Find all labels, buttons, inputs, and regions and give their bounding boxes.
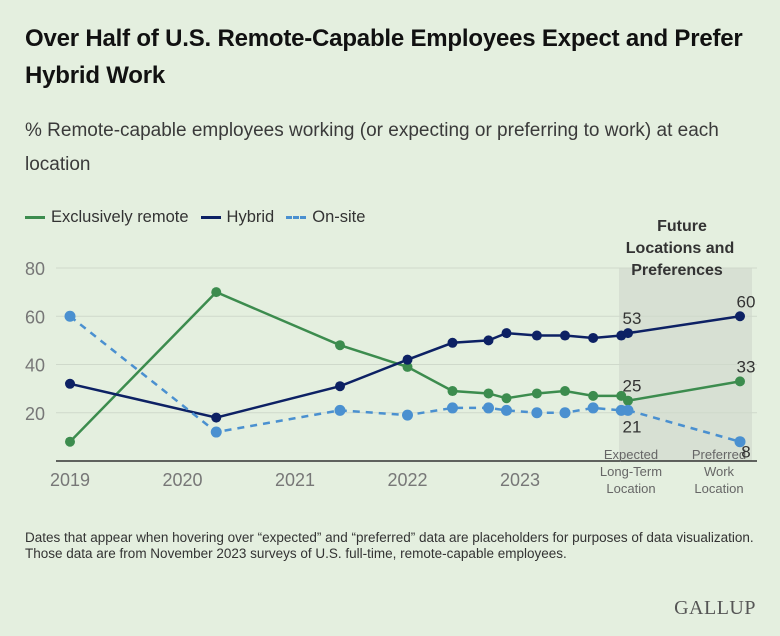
- data-point-hybrid[interactable]: [588, 332, 599, 343]
- future-category-label: Preferred: [692, 447, 746, 462]
- legend-swatch-hybrid: [200, 216, 221, 219]
- data-label-exclusively-remote: 33: [737, 357, 756, 376]
- data-point-hybrid[interactable]: [560, 330, 570, 341]
- data-point-on-site[interactable]: [531, 407, 543, 419]
- data-point-exclusively-remote[interactable]: [501, 393, 512, 404]
- data-point-hybrid[interactable]: [447, 337, 458, 348]
- data-point-hybrid[interactable]: [735, 311, 745, 322]
- data-point-exclusively-remote[interactable]: [588, 390, 599, 401]
- data-point-exclusively-remote[interactable]: [735, 376, 745, 387]
- data-label-hybrid: 60: [737, 292, 756, 311]
- data-point-exclusively-remote[interactable]: [65, 436, 75, 447]
- data-point-exclusively-remote[interactable]: [211, 287, 222, 298]
- x-tick-label: 2020: [162, 470, 202, 490]
- chart-subtitle: % Remote-capable employees working (or e…: [25, 120, 719, 175]
- series-line-exclusively-remote: [69, 290, 622, 443]
- data-point-exclusively-remote[interactable]: [623, 395, 633, 406]
- future-label-line-3: Preferences: [631, 262, 723, 279]
- legend: Exclusively remote Hybrid On-site: [25, 208, 377, 227]
- y-tick-label: 60: [25, 307, 45, 327]
- data-point-hybrid[interactable]: [623, 328, 633, 339]
- data-point-hybrid[interactable]: [531, 330, 542, 341]
- legend-swatch-onsite: [286, 216, 307, 219]
- data-label-hybrid: 53: [623, 309, 642, 328]
- data-point-on-site[interactable]: [447, 402, 458, 414]
- legend-label-hybrid: Hybrid: [226, 208, 275, 226]
- future-category-label: Location: [606, 481, 655, 496]
- y-tick-label: 80: [25, 259, 45, 279]
- data-point-on-site[interactable]: [734, 436, 746, 448]
- data-point-hybrid[interactable]: [501, 328, 512, 339]
- x-tick-label: 2023: [500, 470, 540, 490]
- x-tick-label: 2021: [275, 470, 315, 490]
- data-point-on-site[interactable]: [334, 404, 346, 416]
- legend-item-hybrid[interactable]: Hybrid: [200, 208, 275, 227]
- future-line-on-site: [627, 409, 741, 443]
- data-point-on-site[interactable]: [501, 404, 512, 416]
- future-line-exclusively-remote: [627, 380, 741, 402]
- legend-label-onsite: On-site: [312, 208, 366, 226]
- future-category-label: Work: [704, 464, 735, 479]
- data-point-on-site[interactable]: [622, 404, 634, 416]
- legend-swatch-remote: [25, 216, 45, 219]
- future-label-line-2: Locations and: [626, 240, 734, 257]
- y-tick-label: 20: [25, 404, 45, 424]
- data-point-exclusively-remote[interactable]: [483, 388, 494, 399]
- x-tick-label: 2019: [50, 470, 90, 490]
- data-point-exclusively-remote[interactable]: [560, 386, 570, 397]
- data-label-on-site: 21: [623, 417, 642, 436]
- future-line-hybrid: [627, 315, 741, 335]
- data-point-hybrid[interactable]: [402, 354, 413, 365]
- data-point-on-site[interactable]: [559, 407, 571, 419]
- data-point-on-site[interactable]: [587, 402, 599, 414]
- data-point-exclusively-remote[interactable]: [335, 340, 345, 351]
- legend-item-onsite[interactable]: On-site: [286, 208, 365, 227]
- data-point-on-site[interactable]: [402, 409, 413, 421]
- y-tick-label: 40: [25, 356, 45, 376]
- data-point-exclusively-remote[interactable]: [531, 388, 542, 399]
- data-label-exclusively-remote: 25: [623, 377, 642, 396]
- data-point-hybrid[interactable]: [483, 335, 494, 346]
- data-point-hybrid[interactable]: [65, 378, 75, 389]
- data-point-hybrid[interactable]: [335, 381, 345, 392]
- data-point-on-site[interactable]: [483, 402, 494, 414]
- legend-item-remote[interactable]: Exclusively remote: [25, 208, 189, 227]
- chart-title: Over Half of U.S. Remote-Capable Employe…: [25, 25, 743, 89]
- data-point-hybrid[interactable]: [211, 412, 222, 423]
- future-category-label: Expected: [604, 447, 658, 462]
- data-point-on-site[interactable]: [64, 310, 76, 322]
- data-point-exclusively-remote[interactable]: [447, 386, 458, 397]
- data-label-on-site: 8: [741, 443, 750, 462]
- gallup-logo: GALLUP: [674, 597, 756, 619]
- future-category-label: Long-Term: [600, 464, 662, 479]
- future-category-label: Location: [694, 481, 743, 496]
- footnote: Dates that appear when hovering over “ex…: [25, 530, 754, 561]
- x-tick-label: 2022: [387, 470, 427, 490]
- data-point-on-site[interactable]: [210, 426, 222, 438]
- legend-label-remote: Exclusively remote: [51, 208, 189, 226]
- future-label-line-1: Future: [657, 218, 707, 235]
- data-point-exclusively-remote[interactable]: [402, 361, 413, 372]
